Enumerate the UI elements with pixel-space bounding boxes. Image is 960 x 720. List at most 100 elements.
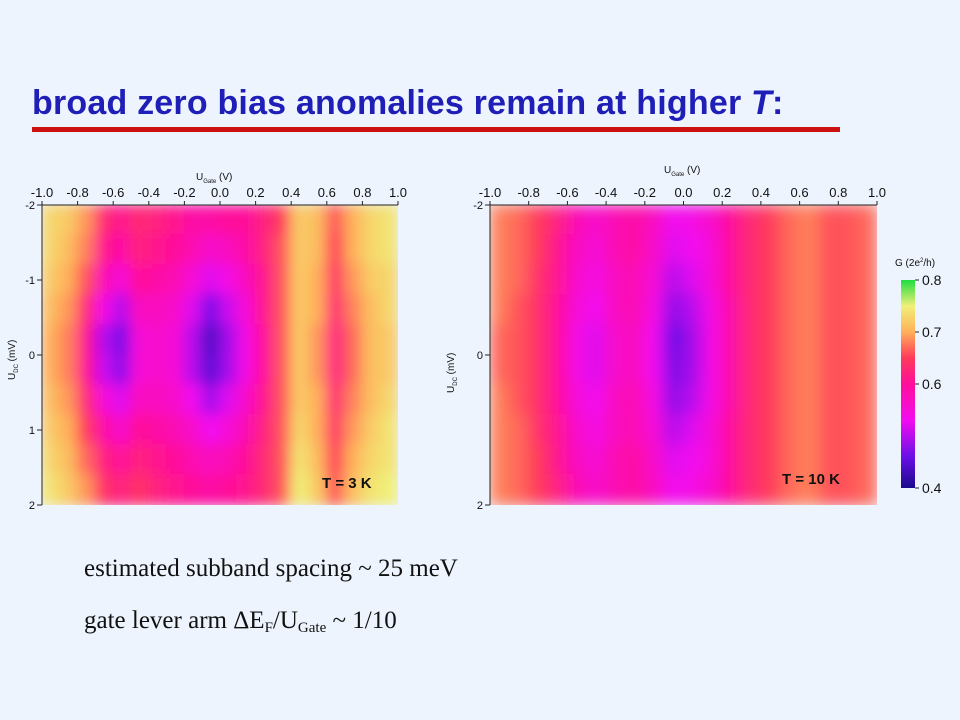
heatmap-cell [254,384,275,416]
x-tick-label: 0.8 [829,185,847,200]
heatmap-cell [490,354,511,386]
heatmap-cell [663,474,685,505]
heatmap-cell [779,205,801,236]
heatmap-cell [183,414,204,446]
heatmap-cell [201,324,221,356]
heatmap-cell [76,205,97,236]
heatmap-cell [183,444,204,476]
y-tick-label: -1 [25,275,35,287]
heatmap-cell [624,414,646,446]
heatmap-cell [585,414,608,446]
heatmap-cell [308,264,328,296]
heatmap-cell [798,264,820,296]
heatmap-cell [721,234,743,266]
title-italic-t: T [751,84,772,122]
heatmap-cell [290,384,310,416]
title-colon: : [772,84,784,122]
heatmap-cell [663,234,685,266]
heatmap-cell [361,474,382,505]
heatmap-cell [76,384,97,416]
heatmap-cell [682,384,704,416]
heatmap-cell [165,384,186,416]
heatmap-cell [643,474,666,505]
heatmap-cell [308,474,328,505]
heatmap-cell [663,414,685,446]
heatmap-cell [272,474,293,505]
heatmap-cell [254,294,275,326]
heatmap-cell [566,414,588,446]
heatmap-cell [508,234,530,266]
y-axis-ticks: -2 0 2 [473,200,490,512]
heatmap-cell [837,354,859,386]
heatmap-cell [165,264,186,296]
heatmap-cell [254,234,275,266]
heatmap-cell [42,294,61,326]
heatmap-cell [682,205,704,236]
x-tick-label: 0.4 [282,185,300,200]
x-tick-label: -0.8 [66,185,88,200]
heatmap-cell [272,205,293,236]
heatmap-cell [147,205,168,236]
x-axis-ticks: -1.0 -0.8 -0.6 -0.4 -0.2 0.0 0.2 0.4 0.6 0.8 1.0 [31,185,407,205]
heatmap-cell [585,234,608,266]
heatmap-cell [219,474,239,505]
y-tick-label: 2 [477,500,483,512]
x-tick-label: -1.0 [479,185,501,200]
heatmap-cell [183,384,204,416]
heatmap-cell [527,324,550,356]
heatmap-cell [42,234,61,266]
heatmap-cell [290,294,310,326]
y-tick-label: -2 [473,200,483,212]
heatmap-cell [147,264,168,296]
heatmap-cell [308,205,328,236]
x-tick-label: -1.0 [31,185,53,200]
heatmap-cell [379,324,398,356]
heatmap-cell [201,294,221,326]
heatmap-cell [759,324,782,356]
heatmap-cell [236,324,257,356]
colorbar-tick-label: 0.8 [922,272,942,288]
heatmap-cell [624,444,646,476]
heatmap-cell [508,294,530,326]
heatmap-cell [566,354,588,386]
heatmap-cell [112,205,132,236]
heatmap-cell [58,444,79,476]
heatmap-cell [663,294,685,326]
heatmap-cell [624,474,646,505]
heatmap-cell [76,264,97,296]
heatmap-cell [42,264,61,296]
heatmap-cell [236,234,257,266]
heatmap-cell [130,294,150,326]
heatmap-cell [605,474,627,505]
x-tick-label: -0.6 [102,185,124,200]
y-tick-label: 0 [29,350,35,362]
heatmap-cell [605,205,627,236]
heatmap-cell [643,264,666,296]
heatmap-cell [798,354,820,386]
heatmap-cell [817,354,840,386]
heatmap-cell [508,205,530,236]
heatmap-cell [605,384,627,416]
heatmap-cell [201,444,221,476]
heatmap-cell [343,384,364,416]
x-tick-label: 1.0 [389,185,407,200]
heatmap-cell [379,264,398,296]
heatmap-cell [508,414,530,446]
heatmap-cell [183,324,204,356]
heatmap-cell [236,354,257,386]
heatmap-cell [856,354,877,386]
heatmap-cell [236,414,257,446]
heatmap-cell [663,205,685,236]
heatmap-cell [94,384,115,416]
heatmap-cell [740,205,762,236]
heatmap-cell [183,294,204,326]
heatmap-cell [219,444,239,476]
heatmap-cell [643,384,666,416]
heatmap-cell [527,444,550,476]
heatmap-cell [379,444,398,476]
heatmap-cell [379,414,398,446]
heatmap-cell [856,384,877,416]
x-tick-label: 0.0 [211,185,229,200]
heatmap-cell [585,324,608,356]
heatmap-cell [272,444,293,476]
